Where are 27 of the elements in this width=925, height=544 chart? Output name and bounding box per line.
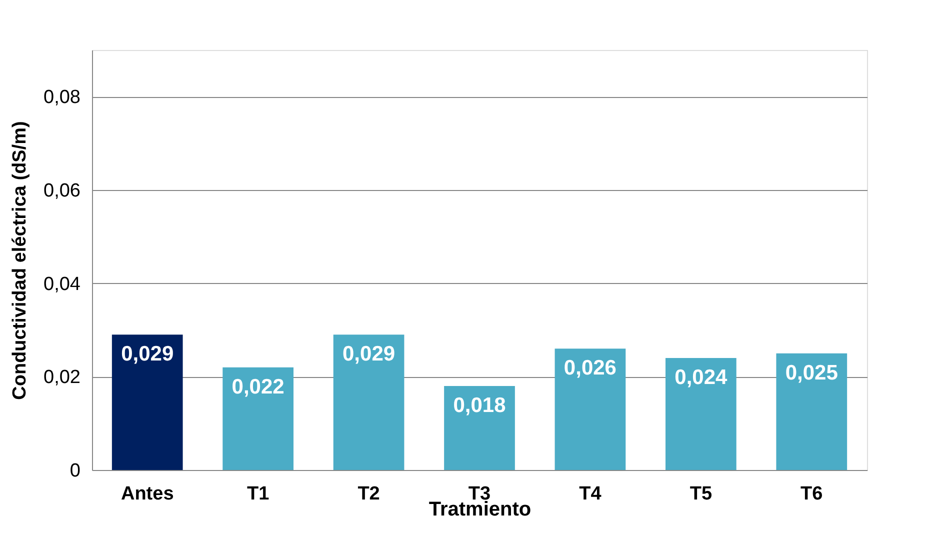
data-label: 0,029 [121,342,174,366]
data-label: 0,024 [674,366,728,389]
bar [444,386,515,470]
x-tick-label: T6 [800,484,823,504]
data-label: 0,029 [342,342,396,366]
data-label: 0,022 [232,375,284,398]
x-tick-label: T2 [358,484,380,504]
x-tick-label: Antes [120,484,174,504]
data-label: 0,025 [785,361,838,384]
x-tick-label: T4 [579,484,602,504]
bar [333,334,404,470]
bar [666,358,736,470]
x-axis-title: Tratmiento [428,498,532,520]
x-tick-label: T1 [246,484,270,504]
y-tick-label: 0 [70,460,80,482]
data-label: 0,018 [453,394,506,417]
y-axis-title: Conductividad eléctrica (dS/m) [10,121,31,400]
x-tick-label: T5 [690,484,712,504]
bar [554,348,626,470]
bar [776,353,848,470]
y-tick-label: 0,06 [44,180,80,202]
data-label: 0,026 [564,356,616,380]
y-tick-label: 0,04 [44,274,81,295]
y-tick-label: 0,02 [44,367,80,388]
y-tick-label: 0,08 [44,87,80,108]
bar [222,367,294,470]
bar [112,334,183,470]
